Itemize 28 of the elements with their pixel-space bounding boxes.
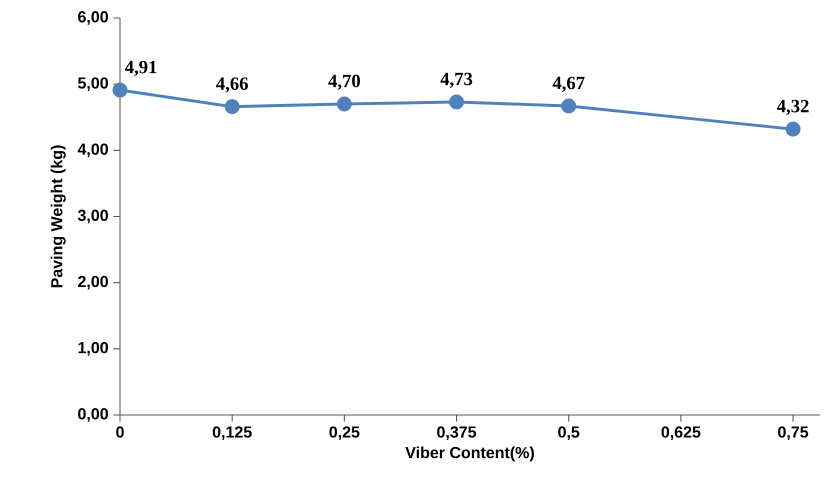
data-label: 4,32 [776, 100, 809, 116]
y-tick-label: 6,00 [78, 11, 108, 25]
y-tick-label: 3,00 [78, 210, 108, 224]
point [786, 122, 801, 137]
data-label: 4,66 [216, 77, 248, 93]
y-axis-title: Paving Weight (kg) [50, 145, 66, 288]
point [112, 82, 128, 98]
x-axis-title: Viber Content(%) [405, 446, 534, 462]
data-label: 4,91 [124, 60, 156, 76]
y-tick-label: 5,00 [78, 77, 108, 91]
data-label: 4,67 [552, 76, 585, 92]
x-tick-label: 0,375 [437, 426, 476, 440]
x-tick-label: 0,125 [212, 426, 252, 440]
y-tick-label: 0,00 [78, 408, 108, 422]
y-tick-label: 4,00 [78, 144, 108, 158]
point [561, 98, 576, 114]
point [449, 94, 464, 110]
x-tick-label: 0,75 [778, 426, 808, 440]
point [336, 96, 352, 112]
x-tick-label: 0 [116, 426, 124, 438]
x-tick-label: 0,5 [558, 426, 580, 440]
x-tick-label: 0,25 [329, 426, 360, 440]
data-label: 4,70 [328, 74, 360, 90]
point [224, 99, 240, 114]
y-tick-label: 2,00 [78, 276, 108, 290]
data-label: 4,73 [440, 72, 472, 88]
y-tick-label: 1,00 [78, 342, 108, 356]
x-tick-label: 0,625 [662, 426, 700, 440]
